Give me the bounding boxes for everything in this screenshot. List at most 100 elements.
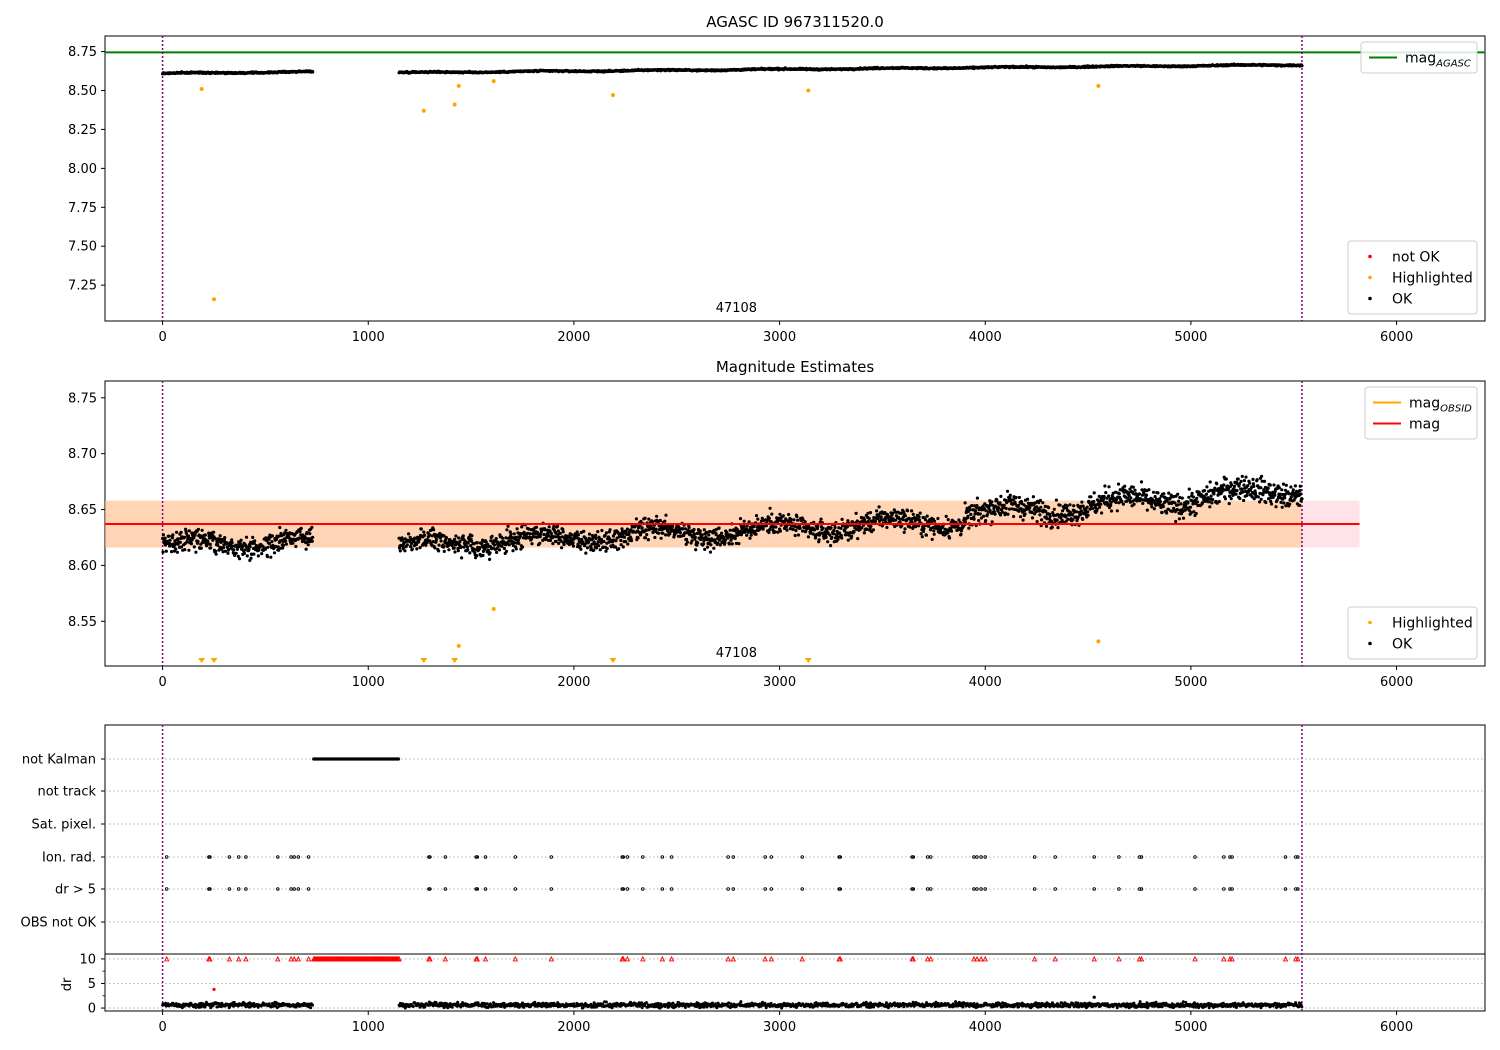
data-point-ok (852, 530, 856, 534)
flag-category-label: OBS not OK (21, 916, 97, 931)
data-point-ok (1205, 485, 1209, 489)
data-point-ok (434, 537, 439, 541)
data-point-ok (579, 547, 583, 551)
data-point-ok (1195, 496, 1199, 500)
data-point-ok (400, 538, 404, 542)
x-tick-label: 3000 (763, 330, 796, 345)
y-tick-label: 7.25 (68, 279, 97, 294)
data-point-ok (1114, 500, 1118, 505)
data-point-ok (671, 524, 675, 529)
data-point-ok (412, 539, 416, 543)
data-point-ok (221, 546, 226, 550)
data-point-ok (582, 529, 586, 533)
data-point-ok (653, 535, 657, 540)
data-point-ok (1109, 503, 1113, 507)
data-point-ok (959, 532, 963, 537)
data-point-ok (1298, 484, 1302, 488)
y-tick-label: 8.60 (68, 559, 97, 574)
data-point-ok (447, 548, 451, 552)
data-point-ok (284, 528, 288, 532)
data-point-ok (308, 532, 312, 536)
data-point-ok (801, 529, 805, 533)
flag-marker (625, 887, 630, 891)
legend-frame (1360, 41, 1478, 74)
data-point-ok (932, 529, 936, 533)
data-point-ok (221, 550, 225, 554)
panel-agasc-magnitude: AGASC ID 967311520.00 1000 2000 3000 4000 500… (68, 13, 1486, 345)
data-point-ok (193, 533, 197, 537)
legend-label: not OK (1392, 250, 1440, 266)
legend-label-text: OK (1392, 292, 1413, 308)
data-point-ok (216, 543, 220, 547)
data-point-ok (1177, 499, 1181, 503)
data-point-ok (497, 548, 502, 552)
data-point-ok (707, 533, 711, 537)
data-point-ok (767, 530, 771, 535)
data-point-ok (1000, 510, 1005, 514)
data-point-ok (530, 542, 534, 546)
data-point-ok (947, 536, 952, 540)
data-point-ok (557, 541, 561, 546)
flag-marker (1053, 855, 1057, 859)
data-point-ok (558, 531, 562, 535)
flag-marker (306, 887, 311, 891)
y-tick-label: 7.50 (68, 240, 97, 255)
data-point-highlighted (452, 102, 457, 107)
data-point-ok (505, 528, 509, 532)
data-point-ok (208, 542, 212, 547)
data-point-ok (1176, 492, 1180, 496)
data-point-ok (1158, 500, 1163, 504)
data-point-ok (1021, 518, 1025, 522)
data-point-ok (227, 547, 231, 551)
flag-marker (1222, 855, 1226, 859)
data-point-ok (405, 543, 409, 547)
data-point-ok (176, 537, 180, 541)
data-point-ok (664, 533, 668, 537)
data-point-ok (712, 546, 716, 550)
flag-marker (1117, 855, 1121, 859)
data-point-ok (644, 528, 648, 533)
flag-marker (549, 887, 554, 891)
data-point-ok (1070, 513, 1074, 517)
data-point-ok (717, 526, 721, 530)
data-point-ok (1293, 484, 1297, 488)
data-point-ok (754, 514, 759, 518)
data-point-ok (225, 541, 229, 545)
data-point-ok (812, 528, 817, 532)
data-point-ok (1251, 477, 1255, 481)
data-point-ok (908, 525, 912, 529)
flag-category-label: not track (37, 785, 96, 800)
data-point-ok (866, 519, 871, 524)
data-point-ok (728, 528, 732, 532)
data-point-ok (230, 541, 234, 545)
data-point-ok (933, 519, 937, 523)
offscale-highlighted-marker (804, 658, 812, 663)
data-point-ok (183, 548, 187, 552)
data-point-ok (903, 527, 907, 531)
data-point-ok (1028, 506, 1032, 510)
data-point-ok (903, 514, 908, 518)
data-point-ok (723, 541, 727, 545)
data-point-ok (179, 545, 184, 549)
data-point-ok (454, 534, 458, 538)
data-point-ok (266, 545, 270, 549)
data-point-ok (252, 552, 256, 556)
data-point-ok (407, 532, 411, 536)
data-point-ok (1282, 501, 1286, 505)
flag-marker (928, 887, 933, 891)
data-point-ok (791, 527, 795, 532)
data-point-ok (869, 524, 873, 528)
x-tick-label: 0 (158, 1020, 166, 1035)
data-point-ok (1147, 488, 1151, 492)
data-point-ok (939, 530, 943, 534)
data-point-ok (163, 543, 168, 547)
data-point-ok (738, 517, 743, 521)
data-point-ok (1211, 498, 1215, 502)
data-point-ok (845, 525, 850, 529)
data-point-ok (816, 524, 820, 528)
data-point-ok (969, 512, 973, 517)
data-point-ok (795, 515, 799, 519)
data-point-ok (1165, 511, 1169, 515)
